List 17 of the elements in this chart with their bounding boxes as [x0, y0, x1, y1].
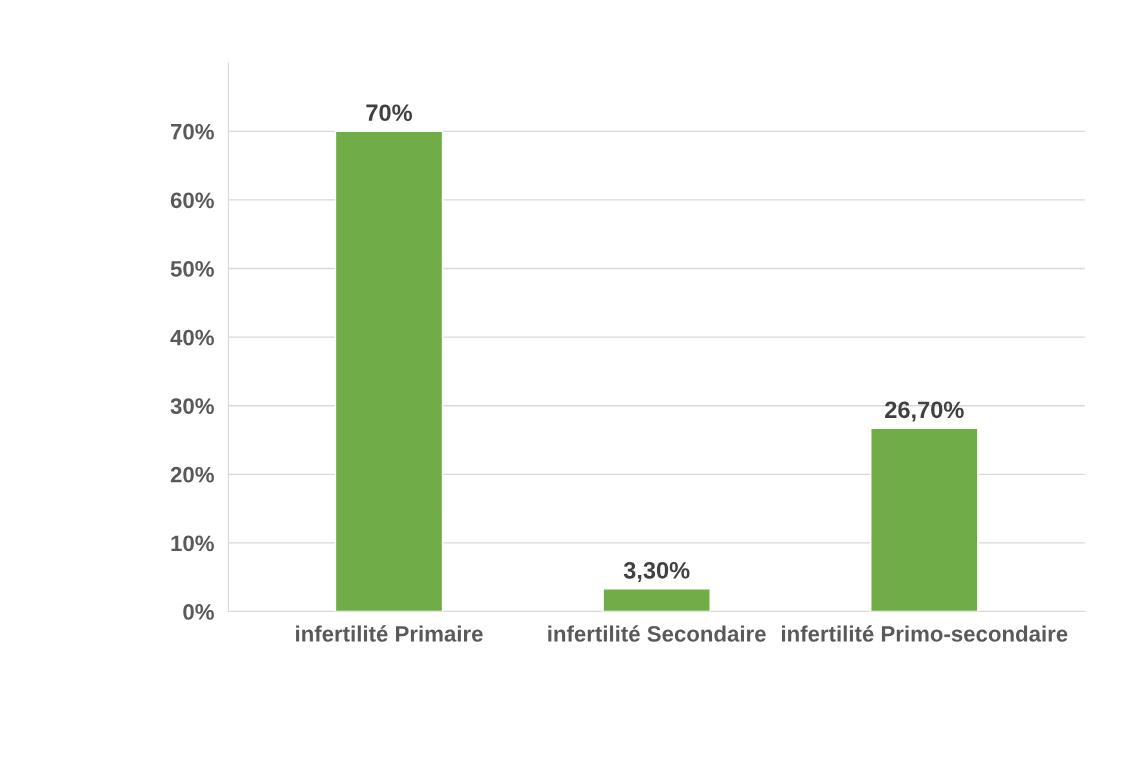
data-label: 3,30% [623, 561, 690, 583]
y-tick-label: 40% [170, 329, 214, 346]
data-label: 26,70% [885, 401, 964, 422]
y-tick-label: 20% [170, 466, 214, 483]
y-tick-label: 30% [170, 398, 214, 415]
bar [602, 588, 711, 612]
y-tick-label: 10% [171, 535, 214, 552]
x-tick-label: infertilité Primo-secondaire [782, 625, 1068, 642]
y-tick-label: 50% [170, 261, 214, 277]
y-tick-label: 60% [170, 192, 214, 209]
bar [870, 427, 979, 612]
y-tick-label: 70% [170, 123, 214, 140]
x-tick-label: infertilité Secondaire [548, 625, 766, 642]
bar [334, 130, 444, 612]
x-tick-label: infertilité Primaire [296, 625, 483, 642]
data-label: 70% [366, 104, 412, 122]
y-tick-label: 0% [183, 604, 214, 620]
